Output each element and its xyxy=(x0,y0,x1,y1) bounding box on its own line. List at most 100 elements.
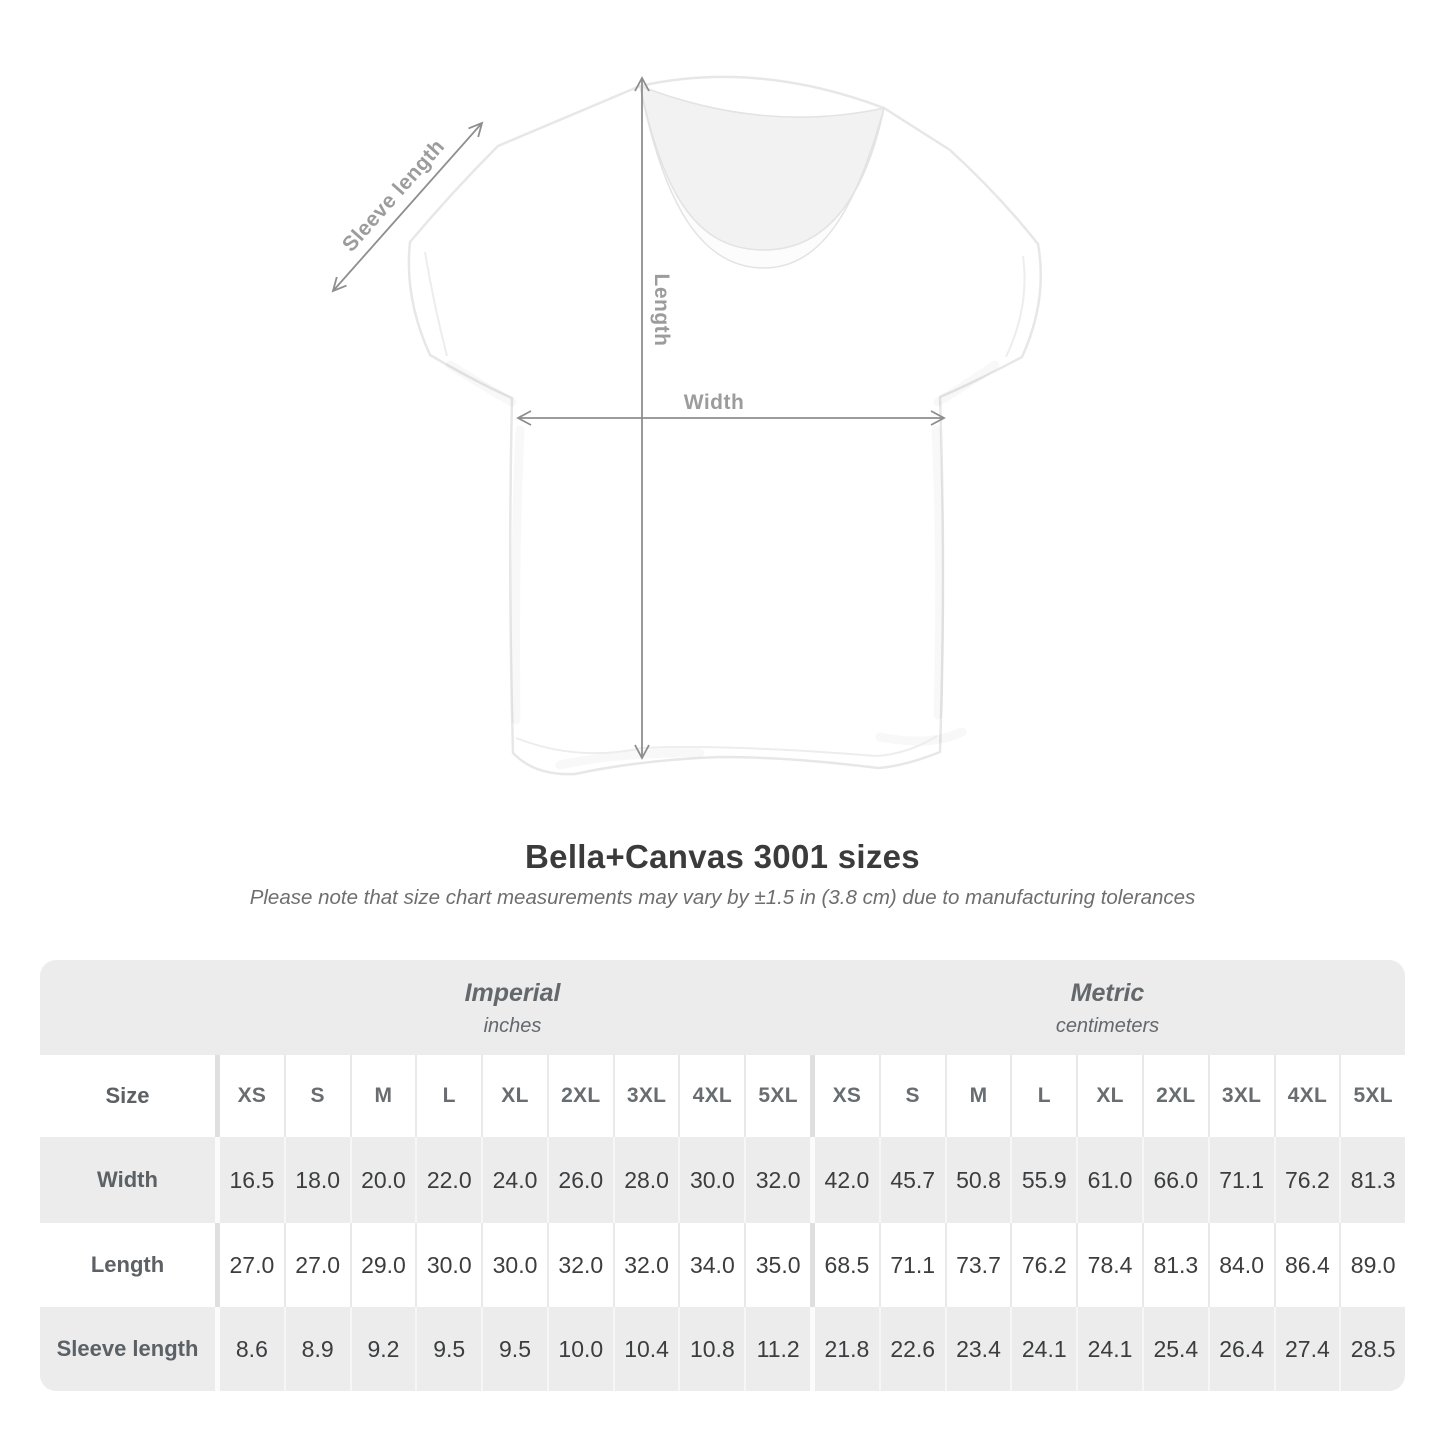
metric-width-value: 76.2 xyxy=(1273,1137,1340,1223)
imperial-width-value: 26.0 xyxy=(546,1137,613,1223)
width-row-label: Width xyxy=(97,1167,158,1192)
length-row-label: Length xyxy=(90,1252,165,1277)
size-header-row: Size XS S M L XL 2XL 3XL 4XL 5XL XS S M L XL 2XL 3XL 4XL 5… xyxy=(40,1055,1405,1137)
imperial-length-value: 30.0 xyxy=(415,1223,481,1307)
imperial-title: Imperial xyxy=(464,979,561,1007)
imperial-length-value: 30.0 xyxy=(481,1223,547,1307)
imperial-width-value: 28.0 xyxy=(612,1137,679,1223)
imperial-width-value: 24.0 xyxy=(481,1137,547,1223)
seam-lines xyxy=(424,251,1026,758)
imperial-length-value: 32.0 xyxy=(546,1223,613,1307)
metric-header: Metric centimeters xyxy=(810,960,1405,1055)
size-header-metric-4xl: 4XL xyxy=(1273,1055,1340,1137)
imperial-length-value: 35.0 xyxy=(744,1223,810,1307)
imperial-length-value: 27.0 xyxy=(283,1223,350,1307)
size-header-metric-l: L xyxy=(1010,1055,1076,1137)
metric-sleeve-length-value: 24.1 xyxy=(1010,1307,1076,1391)
collar-band xyxy=(639,85,885,269)
metric-length-value: 68.5 xyxy=(810,1223,879,1307)
imperial-sleeve-length-value: 9.5 xyxy=(481,1307,547,1391)
width-label: Width xyxy=(683,391,745,414)
size-header-imperial-l: L xyxy=(415,1055,481,1137)
size-header-metric-2xl: 2XL xyxy=(1141,1055,1208,1137)
imperial-width-value: 20.0 xyxy=(349,1137,416,1223)
length-label: Length xyxy=(650,273,673,347)
imperial-unit-label: inches xyxy=(483,1015,542,1037)
tshirt-body xyxy=(407,75,1043,776)
imperial-sleeve-length-value: 9.2 xyxy=(349,1307,416,1391)
imperial-header: Imperial inches xyxy=(215,960,810,1055)
metric-width-value: 81.3 xyxy=(1339,1137,1405,1223)
sleeve-length-arrow xyxy=(331,121,484,293)
imperial-width-value: 16.5 xyxy=(215,1137,284,1223)
table-corner-cell xyxy=(40,960,215,1055)
size-header-imperial-m: M xyxy=(349,1055,416,1137)
imperial-sleeve-length-value: 10.4 xyxy=(612,1307,679,1391)
imperial-width-value: 22.0 xyxy=(415,1137,481,1223)
metric-length-value: 86.4 xyxy=(1273,1223,1340,1307)
tshirt-illustration xyxy=(331,75,1043,776)
size-header-imperial-2xl: 2XL xyxy=(546,1055,613,1137)
metric-unit-label: centimeters xyxy=(1055,1015,1160,1037)
size-header-metric-s: S xyxy=(878,1055,945,1137)
page-title: Bella+Canvas 3001 sizes xyxy=(525,838,920,875)
metric-sleeve-length-value: 24.1 xyxy=(1076,1307,1142,1391)
imperial-width-value: 18.0 xyxy=(283,1137,350,1223)
size-header-metric-3xl: 3XL xyxy=(1207,1055,1274,1137)
size-column-header: Size xyxy=(105,1083,150,1108)
metric-width-value: 50.8 xyxy=(944,1137,1011,1223)
metric-length-value: 81.3 xyxy=(1141,1223,1208,1307)
sleeve-length-row: Sleeve length 8.6 8.9 9.2 9.5 9.5 10.0 10.4 10.8… xyxy=(40,1307,1405,1391)
length-row: Length 27.0 27.0 29.0 30.0 30.0 32.0 32.0 34.0 35… xyxy=(40,1223,1405,1307)
imperial-sleeve-length-value: 10.0 xyxy=(546,1307,613,1391)
size-header-imperial-3xl: 3XL xyxy=(612,1055,679,1137)
metric-width-value: 71.1 xyxy=(1207,1137,1274,1223)
metric-sleeve-length-value: 23.4 xyxy=(944,1307,1011,1391)
imperial-sleeve-length-value: 8.6 xyxy=(215,1307,284,1391)
size-header-metric-m: M xyxy=(944,1055,1011,1137)
imperial-length-value: 27.0 xyxy=(215,1223,284,1307)
metric-sleeve-length-value: 22.6 xyxy=(878,1307,945,1391)
tshirt-measurement-diagram: Sleeve length Length Width xyxy=(331,75,1043,776)
imperial-length-value: 32.0 xyxy=(612,1223,679,1307)
metric-sleeve-length-value: 26.4 xyxy=(1207,1307,1274,1391)
metric-sleeve-length-value: 27.4 xyxy=(1273,1307,1340,1391)
imperial-length-value: 29.0 xyxy=(349,1223,416,1307)
size-header-imperial-xl: XL xyxy=(481,1055,547,1137)
size-header-imperial-5xl: 5XL xyxy=(744,1055,810,1137)
metric-length-value: 78.4 xyxy=(1076,1223,1142,1307)
metric-sleeve-length-value: 21.8 xyxy=(810,1307,879,1391)
metric-sleeve-length-value: 25.4 xyxy=(1141,1307,1208,1391)
width-row: Width 16.5 18.0 20.0 22.0 24.0 26.0 28.0 30.0 32.… xyxy=(40,1137,1405,1223)
imperial-sleeve-length-value: 11.2 xyxy=(744,1307,810,1391)
metric-length-value: 84.0 xyxy=(1207,1223,1274,1307)
size-header-metric-xs: XS xyxy=(810,1055,879,1137)
imperial-sleeve-length-value: 10.8 xyxy=(678,1307,744,1391)
metric-width-value: 66.0 xyxy=(1141,1137,1208,1223)
metric-width-value: 55.9 xyxy=(1010,1137,1076,1223)
size-table: Imperial inches Metric centimeters Size X… xyxy=(40,960,1405,1391)
size-header-imperial-s: S xyxy=(283,1055,350,1137)
metric-sleeve-length-value: 28.5 xyxy=(1339,1307,1405,1391)
imperial-sleeve-length-value: 9.5 xyxy=(415,1307,481,1391)
metric-title: Metric xyxy=(1070,979,1145,1007)
size-header-metric-xl: XL xyxy=(1076,1055,1142,1137)
metric-width-value: 42.0 xyxy=(810,1137,879,1223)
size-header-imperial-4xl: 4XL xyxy=(678,1055,744,1137)
sleeve-length-row-label: Sleeve length xyxy=(56,1336,199,1361)
metric-length-value: 71.1 xyxy=(878,1223,945,1307)
unit-header-band: Imperial inches Metric centimeters xyxy=(40,960,1405,1055)
imperial-length-value: 34.0 xyxy=(678,1223,744,1307)
metric-length-value: 89.0 xyxy=(1339,1223,1405,1307)
imperial-width-value: 30.0 xyxy=(678,1137,744,1223)
metric-length-value: 73.7 xyxy=(944,1223,1011,1307)
size-header-imperial-xs: XS xyxy=(215,1055,284,1137)
tolerance-note: Please note that size chart measurements… xyxy=(249,886,1196,909)
metric-width-value: 45.7 xyxy=(878,1137,945,1223)
measurement-arrows xyxy=(331,76,946,760)
imperial-sleeve-length-value: 8.9 xyxy=(283,1307,350,1391)
metric-width-value: 61.0 xyxy=(1076,1137,1142,1223)
imperial-width-value: 32.0 xyxy=(744,1137,810,1223)
metric-length-value: 76.2 xyxy=(1010,1223,1076,1307)
